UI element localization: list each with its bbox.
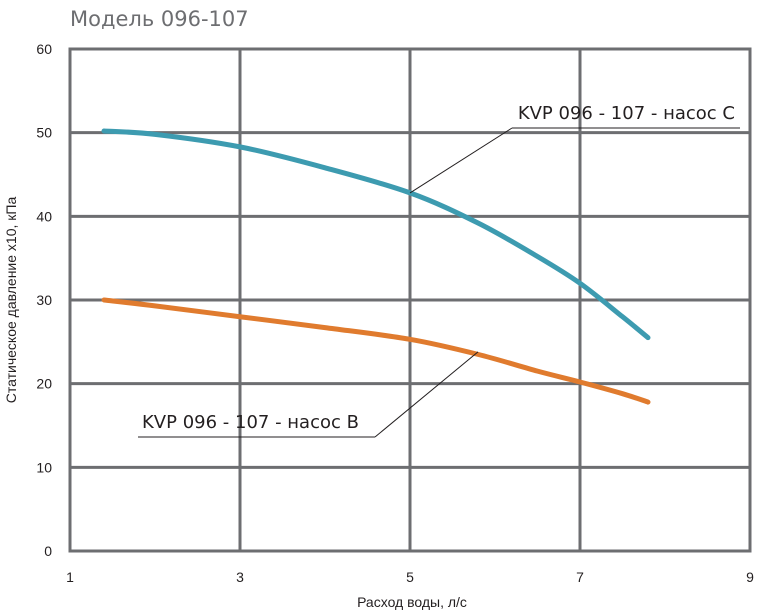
y-tick-label: 40 [36,208,52,224]
series-label: KVP 096 - 107 - насос C [518,103,735,124]
x-tick-label: 7 [576,569,584,585]
x-tick-label: 1 [66,569,74,585]
x-tick-label: 3 [236,569,244,585]
x-tick-label: 5 [406,569,414,585]
y-tick-label: 20 [36,376,52,392]
series-lines [101,128,651,405]
y-tick-label: 10 [36,459,52,475]
x-axis-label: Расход воды, л/с [357,594,467,610]
series-label: KVP 096 - 107 - насос B [142,412,359,433]
y-tick-label: 30 [36,292,52,308]
y-tick-label: 60 [36,41,52,57]
y-axis-label: Статическое давление х10, кПа [3,197,19,404]
x-tick-label: 9 [746,569,754,585]
grid [68,47,752,553]
leader-line [374,351,479,438]
series-line-1 [101,297,651,405]
annotations: KVP 096 - 107 - насос C KVP 096 - 107 - н… [138,103,740,438]
series-line-0 [101,128,651,341]
leader-line [409,127,513,194]
y-tick-label: 50 [36,125,52,141]
plot-frame [68,47,752,553]
tick-labels: 1 3 5 7 9 0 10 20 30 40 50 60 [36,41,754,585]
chart-title: Модель 096-107 [70,7,249,31]
y-tick-label: 0 [44,543,52,559]
